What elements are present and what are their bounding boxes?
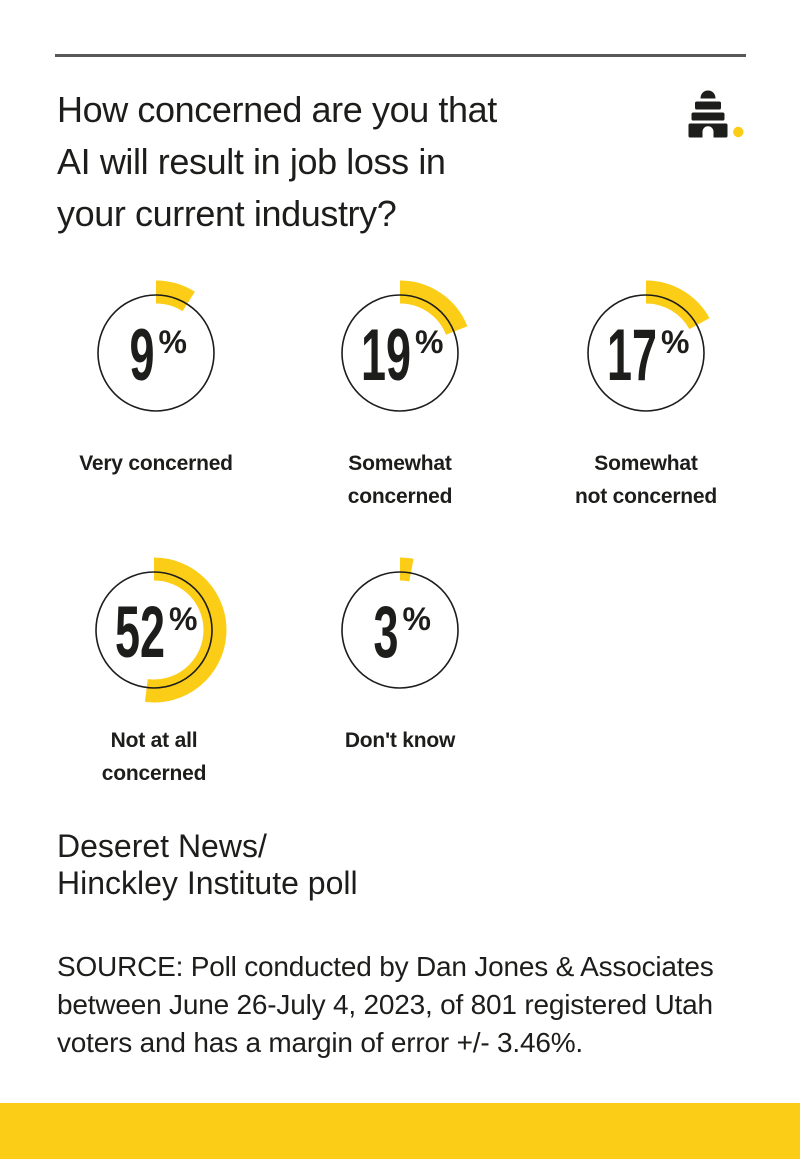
gauge-value: 19 (361, 315, 411, 396)
gauge-not-at-all-concerned: 52 % (69, 545, 239, 715)
source-line-3: voters and has a margin of error +/- 3.4… (57, 1027, 583, 1058)
poll-question-line-1: How concerned are you that (57, 89, 497, 130)
label-line: Somewhat (594, 452, 698, 475)
poll-question: How concerned are you that AI will resul… (57, 84, 637, 240)
label-line: Don't know (344, 729, 456, 752)
label-line: concerned (101, 762, 207, 785)
gauge-unit: % (159, 324, 187, 360)
gauge-ring (341, 571, 459, 689)
gauge-arc (645, 280, 710, 330)
gauge-ring (341, 294, 459, 412)
gauge-somewhat-concerned: 19 % (315, 268, 485, 438)
gauge-arc (399, 280, 468, 336)
gauge-label-dont-know: Don't know (280, 724, 520, 757)
label-line: Not at all (110, 729, 198, 752)
poll-credit: Deseret News/ Hinckley Institute poll (57, 828, 358, 902)
label-line: concerned (347, 485, 453, 508)
beehive-base-with-door (688, 123, 728, 138)
gauge-very-concerned: 9 % (71, 268, 241, 438)
logo-yellow-dot (733, 126, 744, 138)
poll-question-line-3: your current industry? (57, 193, 397, 234)
gauge-somewhat-not-concerned: 17 % (561, 268, 731, 438)
beehive-band-3 (691, 112, 725, 121)
gauge-value: 9 (130, 315, 155, 396)
gauge-ring (95, 571, 213, 689)
gauge-unit: % (415, 324, 443, 360)
source-line-1: SOURCE: Poll conducted by Dan Jones & As… (57, 951, 714, 982)
gauge-arc (144, 557, 227, 703)
beehive-logo-icon (688, 90, 744, 138)
credit-line-1: Deseret News/ (57, 828, 267, 864)
gauge-value: 52 (115, 592, 165, 673)
gauge-arc (155, 280, 195, 312)
top-rule (55, 54, 746, 57)
gauge-dont-know: 3 % (315, 545, 485, 715)
credit-line-2: Hinckley Institute poll (57, 865, 358, 901)
gauge-unit: % (661, 324, 689, 360)
gauge-value: 17 (607, 315, 657, 396)
gauge-label-somewhat-concerned: Somewhat concerned (280, 447, 520, 513)
gauge-label-very-concerned: Very concerned (36, 447, 276, 480)
beehive-dome (700, 90, 716, 99)
label-line: Somewhat (348, 452, 452, 475)
gauge-label-not-at-all-concerned: Not at all concerned (34, 724, 274, 790)
gauge-arc (399, 557, 414, 582)
beehive-band-2 (695, 101, 721, 110)
gauge-unit: % (169, 601, 197, 637)
gauge-ring (97, 294, 215, 412)
source-note: SOURCE: Poll conducted by Dan Jones & As… (57, 948, 714, 1062)
poll-question-line-2: AI will result in job loss in (57, 141, 446, 182)
label-line: Very concerned (79, 452, 233, 475)
bottom-yellow-bar (0, 1103, 800, 1159)
label-line: not concerned (574, 485, 718, 508)
gauge-unit: % (403, 601, 431, 637)
gauge-label-somewhat-not-concerned: Somewhat not concerned (526, 447, 766, 513)
gauge-value: 3 (374, 592, 399, 673)
gauge-ring (587, 294, 705, 412)
source-line-2: between June 26-July 4, 2023, of 801 reg… (57, 989, 713, 1020)
